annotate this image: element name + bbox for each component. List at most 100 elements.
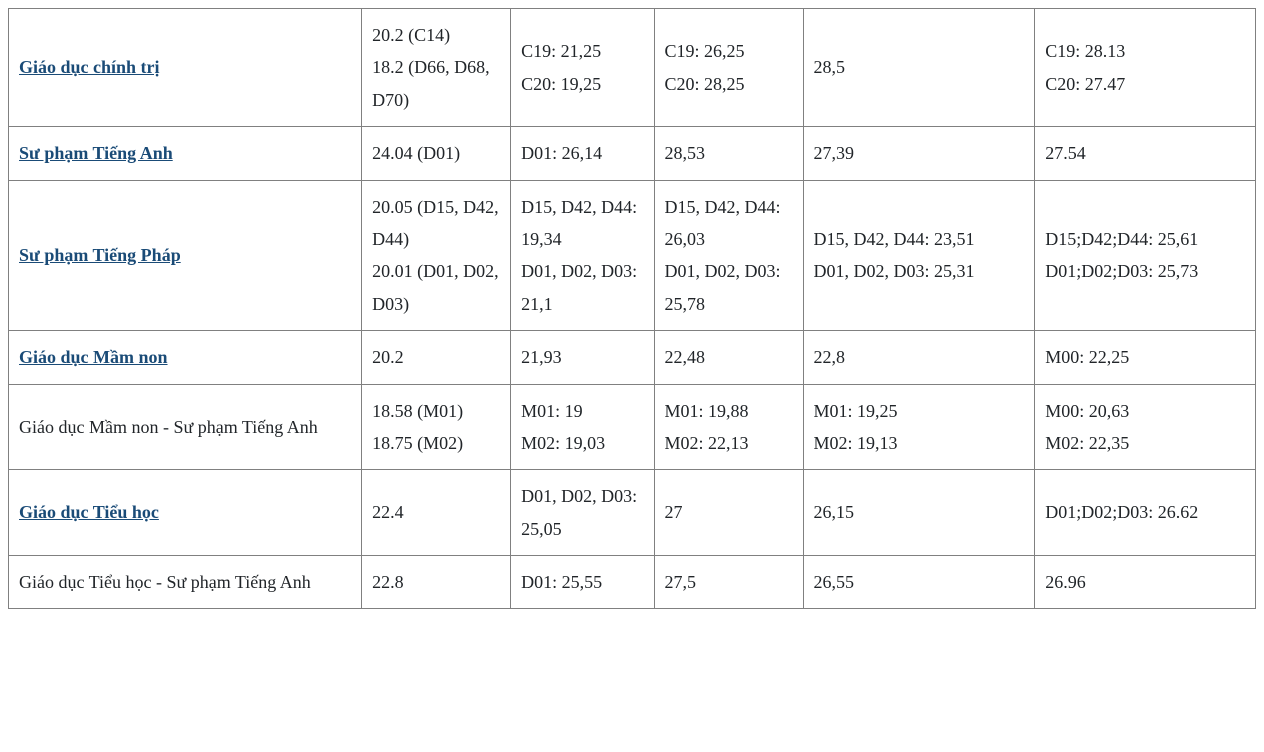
score-value: 21,93 — [521, 347, 562, 367]
score-value: M02: 19,13 — [814, 433, 898, 453]
score-value: 20.01 (D01, D02, D03) — [372, 261, 499, 313]
score-value: D01;D02;D03: 25,73 — [1045, 261, 1198, 281]
score-value: 28,5 — [814, 57, 846, 77]
program-link[interactable]: Giáo dục Tiểu học — [19, 502, 159, 522]
score-cell: D01, D02, D03: 25,05 — [511, 470, 654, 556]
score-cell: 22,8 — [803, 331, 1035, 384]
score-cell: D15, D42, D44: 23,51 D01, D02, D03: 25,31 — [803, 180, 1035, 331]
score-value: M00: 22,25 — [1045, 347, 1129, 367]
score-value: 20.2 — [372, 347, 404, 367]
score-value: 26,55 — [814, 572, 855, 592]
program-name-cell: Giáo dục Mầm non - Sư phạm Tiếng Anh — [9, 384, 362, 470]
score-value: M02: 22,13 — [665, 433, 749, 453]
score-value: C19: 28.13 — [1045, 41, 1125, 61]
score-value: 22.8 — [372, 572, 404, 592]
score-value: M01: 19,25 — [814, 401, 898, 421]
score-cell: 26.96 — [1035, 556, 1256, 609]
score-value: D01, D02, D03: 25,05 — [521, 486, 637, 538]
score-cell: M01: 19,88 M02: 22,13 — [654, 384, 803, 470]
score-cell: 21,93 — [511, 331, 654, 384]
score-cell: 20.2 — [362, 331, 511, 384]
score-value: 27,39 — [814, 143, 855, 163]
score-value: M01: 19 — [521, 401, 583, 421]
score-cell: 22,48 — [654, 331, 803, 384]
score-cell: 28,5 — [803, 9, 1035, 127]
program-name-cell: Sư phạm Tiếng Pháp — [9, 180, 362, 331]
score-cell: 20.2 (C14) 18.2 (D66, D68, D70) — [362, 9, 511, 127]
score-value: 26,15 — [814, 502, 855, 522]
score-cell: D01: 26,14 — [511, 127, 654, 180]
score-value: D15, D42, D44: 19,34 — [521, 197, 637, 249]
table-row: Sư phạm Tiếng Anh 24.04 (D01) D01: 26,14 28… — [9, 127, 1256, 180]
score-cell: C19: 28.13 C20: 27.47 — [1035, 9, 1256, 127]
score-cell: 22.8 — [362, 556, 511, 609]
score-value: 18.58 (M01) — [372, 401, 463, 421]
score-value: M00: 20,63 — [1045, 401, 1129, 421]
score-cell: C19: 21,25 C20: 19,25 — [511, 9, 654, 127]
program-link[interactable]: Giáo dục Mầm non — [19, 347, 168, 367]
score-cell: 27,5 — [654, 556, 803, 609]
score-cell: D01: 25,55 — [511, 556, 654, 609]
table-row: Giáo dục Mầm non 20.2 21,93 22,48 22,8 M00: 2… — [9, 331, 1256, 384]
score-value: 27,5 — [665, 572, 697, 592]
table-row: Sư phạm Tiếng Pháp 20.05 (D15, D42, D44) 2… — [9, 180, 1256, 331]
score-value: M02: 22,35 — [1045, 433, 1129, 453]
score-value: D01;D02;D03: 26.62 — [1045, 502, 1198, 522]
score-value: 22,48 — [665, 347, 706, 367]
score-value: D01, D02, D03: 21,1 — [521, 261, 637, 313]
table-row: Giáo dục chính trị 20.2 (C14) 18.2 (D66, D… — [9, 9, 1256, 127]
score-cell: C19: 26,25 C20: 28,25 — [654, 9, 803, 127]
score-value: D01: 26,14 — [521, 143, 602, 163]
score-cell: M00: 22,25 — [1035, 331, 1256, 384]
program-name-cell: Giáo dục Tiểu học - Sư phạm Tiếng Anh — [9, 556, 362, 609]
score-value: C19: 21,25 — [521, 41, 601, 61]
program-link[interactable]: Sư phạm Tiếng Pháp — [19, 245, 181, 265]
score-cell: D01;D02;D03: 26.62 — [1035, 470, 1256, 556]
program-link[interactable]: Giáo dục chính trị — [19, 57, 160, 77]
score-value: D15;D42;D44: 25,61 — [1045, 229, 1198, 249]
score-value: 20.2 (C14) — [372, 25, 450, 45]
score-value: 18.2 (D66, D68, D70) — [372, 57, 490, 109]
program-name-cell: Sư phạm Tiếng Anh — [9, 127, 362, 180]
program-name: Giáo dục Tiểu học - Sư phạm Tiếng Anh — [19, 572, 311, 592]
score-value: 18.75 (M02) — [372, 433, 463, 453]
score-value: D01, D02, D03: 25,31 — [814, 261, 975, 281]
score-value: 26.96 — [1045, 572, 1086, 592]
score-cell: 22.4 — [362, 470, 511, 556]
score-value: 20.05 (D15, D42, D44) — [372, 197, 499, 249]
program-name-cell: Giáo dục Tiểu học — [9, 470, 362, 556]
program-link[interactable]: Sư phạm Tiếng Anh — [19, 143, 173, 163]
score-cell: 27,39 — [803, 127, 1035, 180]
score-value: M02: 19,03 — [521, 433, 605, 453]
score-value: 28,53 — [665, 143, 706, 163]
score-cell: M01: 19,25 M02: 19,13 — [803, 384, 1035, 470]
score-cell: 18.58 (M01) 18.75 (M02) — [362, 384, 511, 470]
score-value: 27.54 — [1045, 143, 1086, 163]
score-value: C19: 26,25 — [665, 41, 745, 61]
score-value: M01: 19,88 — [665, 401, 749, 421]
scores-table: Giáo dục chính trị 20.2 (C14) 18.2 (D66, D… — [8, 8, 1256, 609]
score-cell: 26,15 — [803, 470, 1035, 556]
score-value: 27 — [665, 502, 683, 522]
score-value: C20: 19,25 — [521, 74, 601, 94]
score-cell: 24.04 (D01) — [362, 127, 511, 180]
score-value: C20: 28,25 — [665, 74, 745, 94]
score-cell: D15;D42;D44: 25,61 D01;D02;D03: 25,73 — [1035, 180, 1256, 331]
program-name-cell: Giáo dục chính trị — [9, 9, 362, 127]
table-row: Giáo dục Tiểu học 22.4 D01, D02, D03: 25,0… — [9, 470, 1256, 556]
score-value: D15, D42, D44: 26,03 — [665, 197, 781, 249]
score-cell: M01: 19 M02: 19,03 — [511, 384, 654, 470]
program-name: Giáo dục Mầm non - Sư phạm Tiếng Anh — [19, 417, 318, 437]
score-value: D01: 25,55 — [521, 572, 602, 592]
score-value: C20: 27.47 — [1045, 74, 1125, 94]
table-body: Giáo dục chính trị 20.2 (C14) 18.2 (D66, D… — [9, 9, 1256, 609]
score-value: D01, D02, D03: 25,78 — [665, 261, 781, 313]
score-value: D15, D42, D44: 23,51 — [814, 229, 975, 249]
score-cell: 26,55 — [803, 556, 1035, 609]
score-cell: D15, D42, D44: 26,03 D01, D02, D03: 25,78 — [654, 180, 803, 331]
score-value: 22.4 — [372, 502, 404, 522]
score-cell: M00: 20,63 M02: 22,35 — [1035, 384, 1256, 470]
program-name-cell: Giáo dục Mầm non — [9, 331, 362, 384]
score-value: 24.04 (D01) — [372, 143, 460, 163]
table-row: Giáo dục Tiểu học - Sư phạm Tiếng Anh 22.… — [9, 556, 1256, 609]
